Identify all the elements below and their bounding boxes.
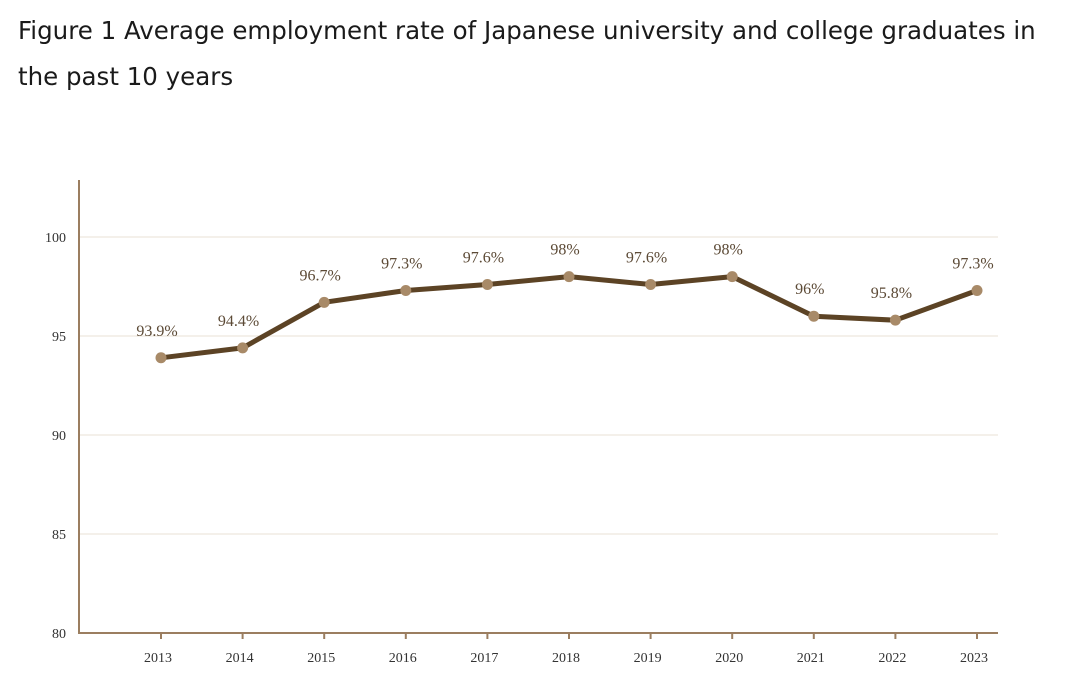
- data-label-2022: 95.8%: [871, 285, 912, 302]
- y-tick-label-100: 100: [45, 231, 66, 246]
- axes: [78, 180, 998, 639]
- data-point-2020: [726, 271, 738, 283]
- x-tick-label-2016: 2016: [389, 651, 417, 666]
- y-tick-label-80: 80: [52, 627, 66, 642]
- series: [155, 271, 983, 364]
- data-label-2018: 98%: [550, 242, 579, 259]
- data-point-2019: [645, 279, 657, 291]
- x-tick-labels: 2013 2014 2015 2016 2017 2018 2019 2020 2021 2022…: [144, 651, 988, 666]
- data-point-2017: [481, 279, 493, 291]
- x-tick-label-2013: 2013: [144, 651, 172, 666]
- data-labels: 93.9% 94.4% 96.7% 97.3% 97.6% 98% 97.6% 98% 96% 9…: [136, 242, 993, 340]
- data-label-2021: 96%: [795, 281, 824, 298]
- data-label-2013: 93.9%: [136, 323, 177, 340]
- y-tick-label-95: 95: [52, 330, 66, 345]
- y-tick-labels: 80 85 90 95 100: [45, 231, 66, 642]
- x-tick-label-2014: 2014: [226, 651, 254, 666]
- x-tick-label-2019: 2019: [634, 651, 662, 666]
- data-point-2015: [318, 296, 330, 308]
- data-point-2021: [808, 310, 820, 322]
- y-tick-label-85: 85: [52, 528, 66, 543]
- x-tick-label-2023: 2023: [960, 651, 988, 666]
- data-point-2013: [155, 352, 167, 364]
- gridlines: [79, 236, 998, 535]
- data-label-2014: 94.4%: [218, 313, 259, 330]
- x-tick-label-2020: 2020: [715, 651, 743, 666]
- data-label-2023: 97.3%: [952, 255, 993, 272]
- data-point-2014: [237, 342, 249, 354]
- data-label-2015: 96.7%: [300, 267, 341, 284]
- x-tick-label-2015: 2015: [307, 651, 335, 666]
- data-label-2019: 97.6%: [626, 250, 667, 267]
- data-label-2016: 97.3%: [381, 255, 422, 272]
- data-point-2023: [971, 284, 983, 296]
- x-tick-label-2022: 2022: [878, 651, 906, 666]
- data-point-2018: [563, 271, 575, 283]
- y-tick-label-90: 90: [52, 429, 66, 444]
- data-label-2017: 97.6%: [463, 250, 504, 267]
- x-tick-label-2021: 2021: [797, 651, 825, 666]
- x-tick-label-2017: 2017: [470, 651, 498, 666]
- series-line-employment-rate: [158, 274, 980, 361]
- data-label-2020: 98%: [714, 242, 743, 259]
- data-point-2022: [889, 314, 901, 326]
- x-tick-label-2018: 2018: [552, 651, 580, 666]
- chart-title: Figure 1 Average employment rate of Japa…: [18, 16, 1036, 91]
- data-point-2016: [400, 284, 412, 296]
